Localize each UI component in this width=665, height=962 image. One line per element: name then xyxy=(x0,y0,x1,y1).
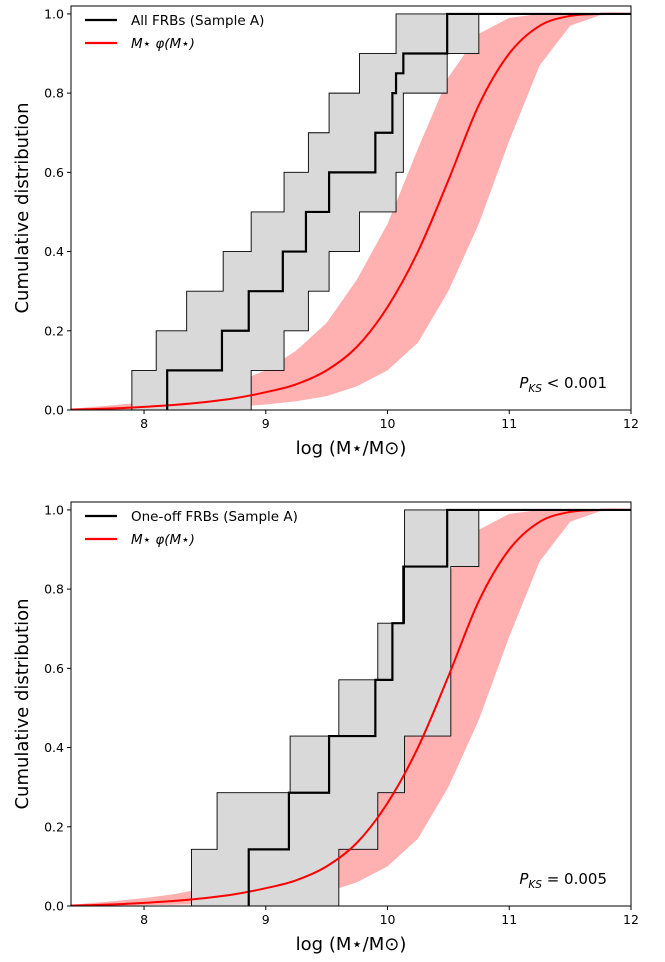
y-tick-label: 0.6 xyxy=(44,165,64,180)
x-tick-label: 8 xyxy=(140,912,148,927)
x-tick-label: 8 xyxy=(140,416,148,431)
x-tick-label: 9 xyxy=(262,912,270,927)
y-tick-label: 0.4 xyxy=(44,740,64,755)
x-tick-label: 9 xyxy=(262,416,270,431)
model-curve xyxy=(71,508,631,906)
axes-frame xyxy=(70,501,632,907)
legend-label: One-off FRBs (Sample A) xyxy=(131,509,298,525)
model-band xyxy=(71,13,631,410)
frb-step-line xyxy=(247,508,631,906)
ks-symbol: P xyxy=(519,870,529,888)
panel-top: 8 9 10 11 12 0.0 0.2 0.4 0.6 0.8 1.0 log (M⋆/M⊙) Cum… xyxy=(12,5,639,459)
ks-subscript: KS xyxy=(528,879,542,891)
ks-relation: = xyxy=(542,870,564,888)
x-axis-label: log (M⋆/M⊙) xyxy=(296,934,407,955)
ks-symbol: P xyxy=(519,374,529,392)
y-axis-label: Cumulative distribution xyxy=(12,102,33,313)
y-tick-label: 0.2 xyxy=(44,819,64,834)
ks-annotation: PKS = 0.005 xyxy=(519,870,607,891)
plot-area xyxy=(71,12,631,410)
y-tick-label: 0.0 xyxy=(44,403,64,418)
y-axis-label: Cumulative distribution xyxy=(12,598,33,809)
y-tick-label: 0.6 xyxy=(44,661,64,676)
frb-step-line xyxy=(166,12,631,410)
x-tick-label: 11 xyxy=(501,912,517,927)
x-tick-label: 11 xyxy=(501,416,517,431)
y-tick-label: 0.8 xyxy=(44,582,64,597)
y-tick-label: 1.0 xyxy=(44,502,64,517)
ks-value: 0.001 xyxy=(564,374,607,392)
x-tick-label: 10 xyxy=(380,912,396,927)
x-tick-label: 12 xyxy=(623,416,639,431)
y-tick-label: 0.4 xyxy=(44,244,64,259)
axes-frame xyxy=(70,5,632,411)
x-axis-label: log (M⋆/M⊙) xyxy=(296,438,407,459)
y-tick-label: 0.0 xyxy=(44,899,64,914)
legend-label: All FRBs (Sample A) xyxy=(131,13,264,29)
legend-label: M⋆ φ(M⋆) xyxy=(131,36,195,52)
x-tick-label: 12 xyxy=(623,912,639,927)
ks-annotation: PKS < 0.001 xyxy=(519,374,607,395)
ks-value: 0.005 xyxy=(564,870,607,888)
y-tick-label: 1.0 xyxy=(44,6,64,21)
legend-label: M⋆ φ(M⋆) xyxy=(131,532,195,548)
panel-bottom: 8 9 10 11 12 0.0 0.2 0.4 0.6 0.8 1.0 log (M⋆/M⊙) Cum… xyxy=(12,501,639,955)
x-tick-label: 10 xyxy=(380,416,396,431)
y-tick-label: 0.2 xyxy=(44,323,64,338)
model-curve xyxy=(71,12,631,410)
plot-area xyxy=(71,508,631,906)
model-band xyxy=(71,509,631,906)
ks-relation: < xyxy=(542,374,564,392)
y-tick-label: 0.8 xyxy=(44,86,64,101)
ks-subscript: KS xyxy=(528,383,542,395)
